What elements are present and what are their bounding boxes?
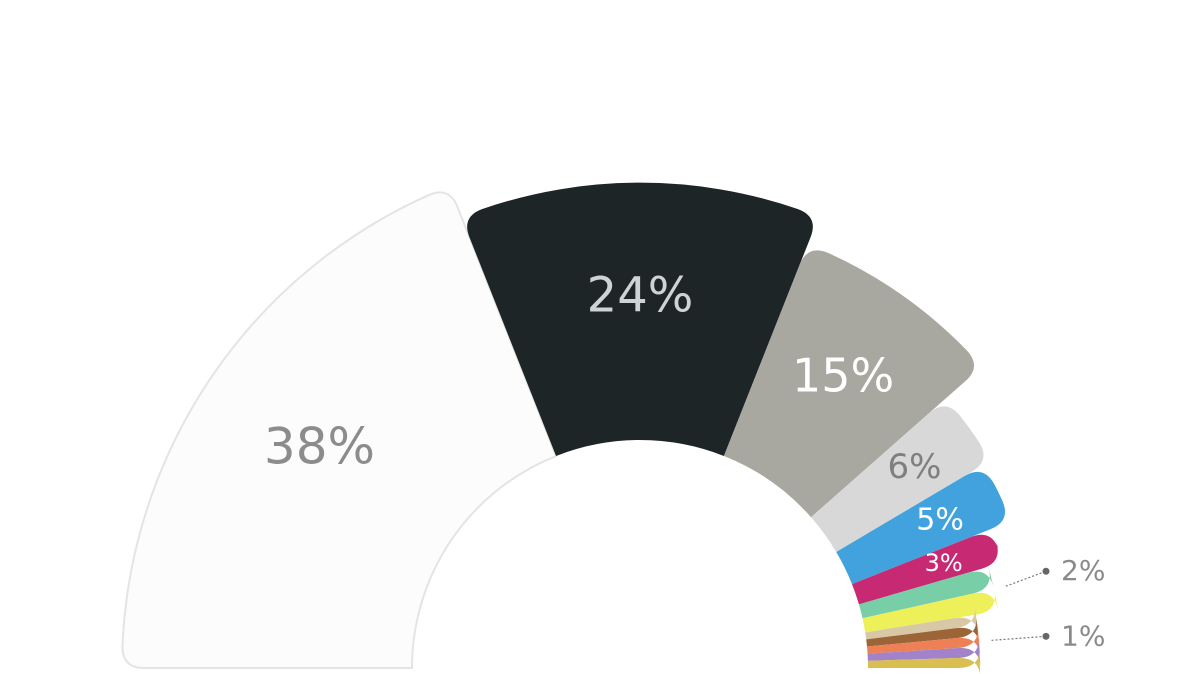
slice-0 — [121, 191, 558, 669]
callout-line-1 — [991, 635, 1047, 641]
slice-label-3: 6% — [887, 447, 941, 487]
callout-dot-1 — [1042, 632, 1050, 640]
slice-label-5: 3% — [925, 549, 963, 577]
slice-7 — [862, 589, 999, 633]
slice-9 — [866, 614, 980, 648]
slice-label-0: 38% — [264, 418, 375, 476]
slice-4 — [836, 471, 1006, 585]
slice-2 — [723, 250, 975, 518]
callout-line-0 — [1005, 570, 1047, 587]
slice-11 — [867, 635, 981, 669]
callout-label-0: 2% — [1061, 554, 1105, 587]
slice-1 — [467, 182, 813, 457]
slice-8 — [865, 603, 980, 640]
slice-6 — [858, 567, 994, 619]
slice-12 — [867, 646, 981, 674]
callout-label-1: 1% — [1061, 619, 1105, 652]
slice-3 — [811, 406, 984, 552]
slice-label-1: 24% — [587, 267, 694, 323]
slice-label-4: 5% — [916, 503, 964, 538]
slice-5 — [851, 534, 999, 605]
slice-10 — [866, 624, 981, 658]
slice-label-2: 15% — [792, 348, 894, 402]
callout-dot-0 — [1042, 567, 1050, 575]
